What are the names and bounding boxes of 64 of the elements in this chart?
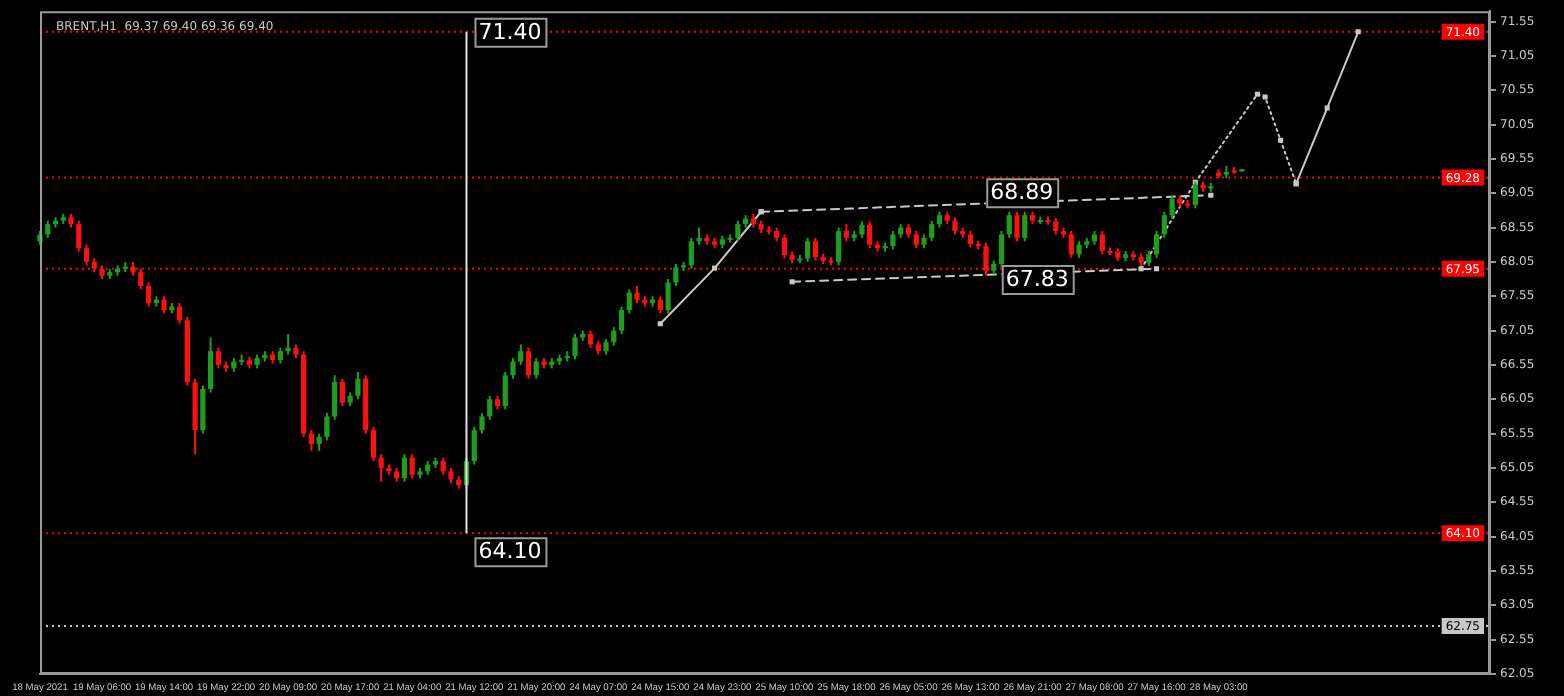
candlestick bbox=[324, 412, 330, 442]
annotation: 67.83 bbox=[1005, 265, 1069, 292]
point bbox=[1355, 29, 1361, 35]
candlestick bbox=[1022, 210, 1028, 243]
candlestick bbox=[805, 236, 811, 263]
candlestick bbox=[688, 236, 694, 270]
candlestick bbox=[618, 305, 625, 336]
point bbox=[657, 321, 663, 327]
candlestick bbox=[200, 384, 206, 435]
point bbox=[712, 265, 718, 271]
candlestick bbox=[665, 278, 671, 315]
candlestick bbox=[1153, 229, 1160, 259]
candlestick bbox=[215, 346, 221, 370]
point bbox=[1208, 192, 1214, 198]
candlestick bbox=[518, 343, 524, 366]
candlestick bbox=[836, 226, 842, 267]
annotation: 68.89 bbox=[990, 178, 1054, 205]
candlestick bbox=[332, 374, 338, 421]
candlestick bbox=[76, 219, 82, 253]
point bbox=[1154, 266, 1160, 272]
candlestick bbox=[983, 241, 989, 277]
candlestick bbox=[370, 425, 377, 463]
candlestick bbox=[138, 267, 144, 291]
point bbox=[789, 279, 795, 285]
candlestick bbox=[207, 336, 214, 394]
candlestick bbox=[1068, 229, 1074, 259]
candlestick bbox=[502, 370, 508, 411]
candlestick bbox=[572, 333, 578, 361]
candlestick bbox=[1169, 194, 1175, 220]
candlestick bbox=[781, 233, 787, 260]
candlestick bbox=[308, 429, 314, 452]
candlestick bbox=[1161, 210, 1167, 239]
candlestick bbox=[510, 357, 516, 380]
point bbox=[1324, 105, 1330, 111]
candlestick bbox=[487, 394, 493, 421]
point bbox=[1278, 137, 1284, 143]
candlestick bbox=[339, 377, 346, 408]
candlestick bbox=[929, 219, 935, 243]
candlestick bbox=[1006, 210, 1012, 239]
candlestick bbox=[867, 220, 873, 250]
candlestick bbox=[812, 236, 818, 262]
annotation: 64.10 bbox=[478, 537, 542, 564]
candlestick bbox=[626, 288, 632, 315]
candlestick bbox=[378, 453, 384, 483]
candlestick bbox=[673, 262, 679, 287]
candlestick bbox=[1099, 229, 1105, 256]
point bbox=[1262, 94, 1268, 100]
candlestick bbox=[611, 326, 617, 347]
candlestick bbox=[533, 357, 539, 380]
candlestick bbox=[401, 453, 408, 483]
candlestick bbox=[83, 243, 90, 267]
annotation: 71.40 bbox=[478, 18, 542, 45]
candlestick bbox=[735, 219, 741, 243]
candlestick bbox=[145, 281, 152, 308]
candlestick bbox=[479, 412, 485, 435]
candlestick bbox=[355, 370, 361, 401]
candlestick bbox=[998, 229, 1005, 269]
candlestick bbox=[525, 346, 532, 380]
candlestick bbox=[890, 229, 896, 251]
candlestick bbox=[409, 453, 415, 480]
candlestick bbox=[176, 302, 183, 325]
point bbox=[1254, 91, 1260, 97]
candlestick bbox=[1014, 210, 1020, 243]
candlestick bbox=[471, 425, 477, 466]
